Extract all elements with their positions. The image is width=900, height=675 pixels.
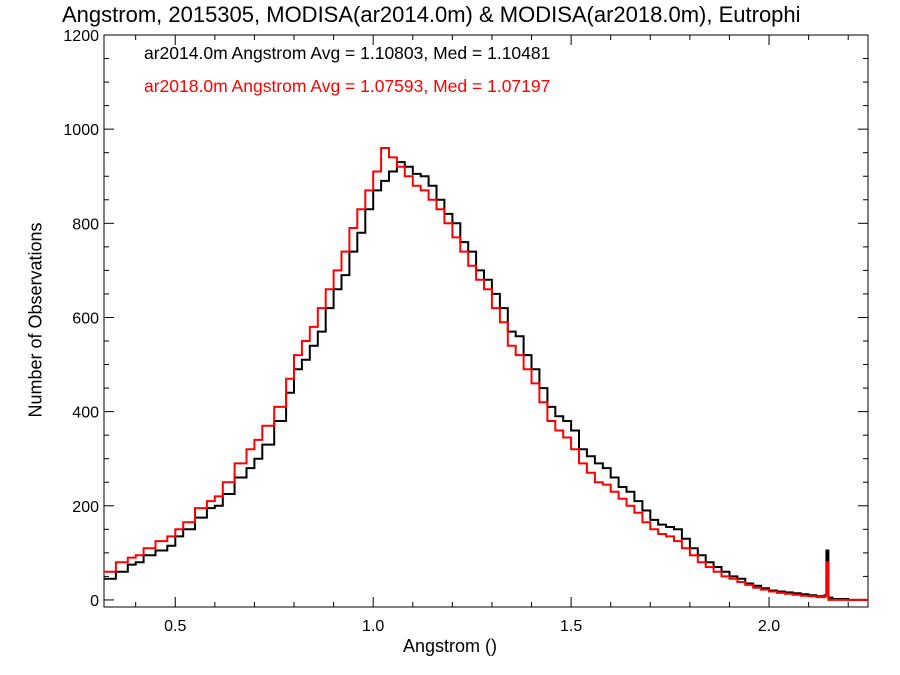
series-line-ar2018 <box>104 147 868 601</box>
y-tick-label: 1200 <box>63 28 99 45</box>
legend-entry-ar2014: ar2014.0m Angstrom Avg = 1.10803, Med = … <box>144 43 551 63</box>
y-tick-label: 600 <box>72 310 99 327</box>
x-tick-label: 1.5 <box>560 618 582 635</box>
chart-title: Angstrom, 2015305, MODISA(ar2014.0m) & M… <box>62 2 801 27</box>
x-tick-label: 2.0 <box>758 618 780 635</box>
y-axis: 0 200 400 600 800 1000 1200 <box>63 28 868 610</box>
x-axis: 0.5 1.0 1.5 2.0 <box>135 35 849 635</box>
x-axis-label: Angstrom () <box>402 636 498 656</box>
y-tick-label: 200 <box>72 499 99 516</box>
y-tick-label: 1000 <box>63 122 99 139</box>
plot-frame <box>103 34 869 608</box>
y-axis-label: Number of Observations <box>25 222 46 418</box>
plot-area <box>103 34 869 608</box>
y-tick-label: 800 <box>72 216 99 233</box>
x-tick-label: 0.5 <box>164 618 186 635</box>
x-tick-label: 1.0 <box>362 618 384 635</box>
legend-entry-ar2018: ar2018.0m Angstrom Avg = 1.07593, Med = … <box>144 76 551 96</box>
series-line-ar2014 <box>104 161 868 601</box>
y-tick-label: 0 <box>90 593 99 610</box>
y-tick-label: 400 <box>72 405 99 422</box>
series-layer <box>104 147 868 601</box>
